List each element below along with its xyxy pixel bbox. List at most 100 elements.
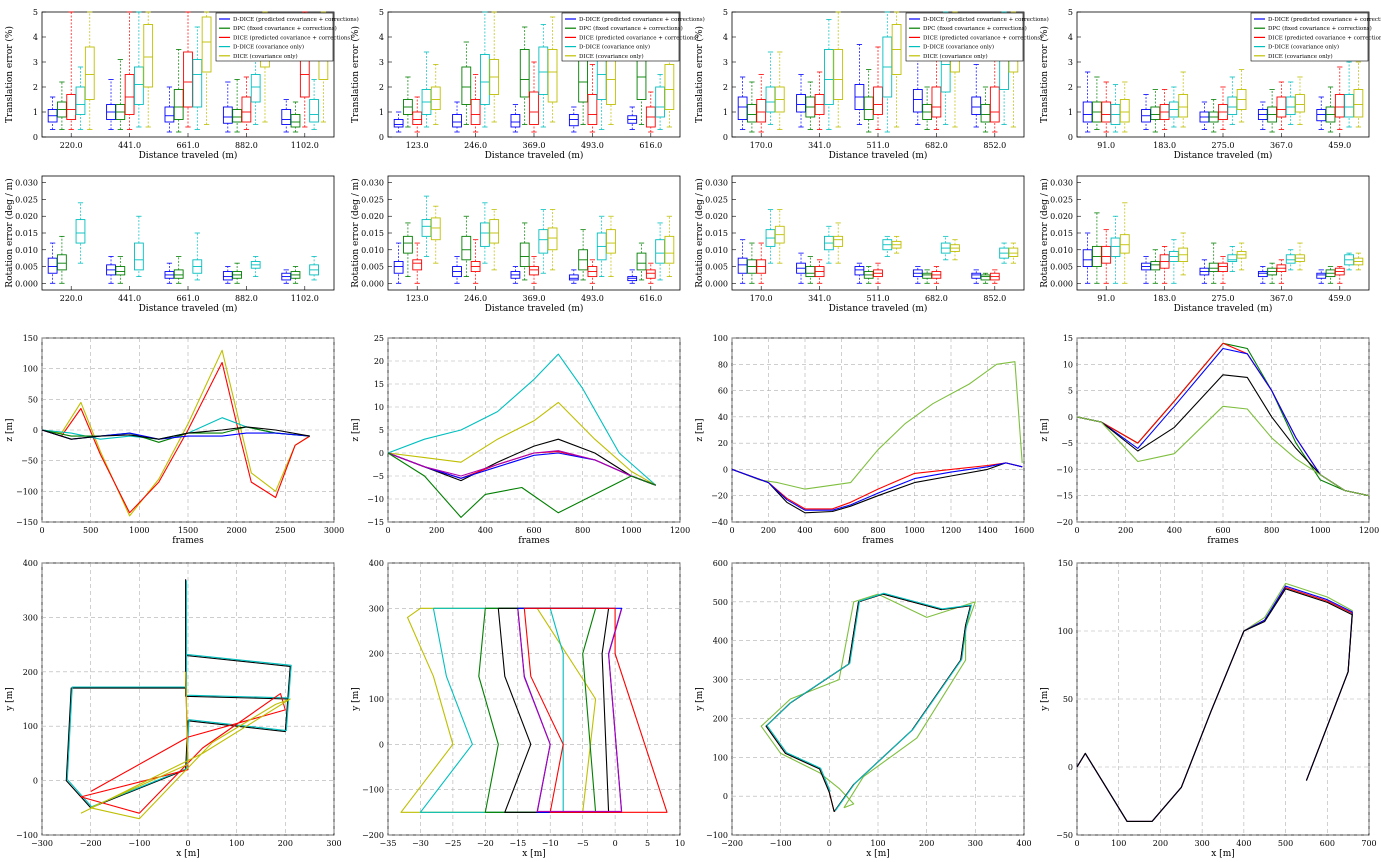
- box-mark: [1227, 76, 1238, 125]
- x-tick-label: 1102.0: [291, 294, 319, 303]
- box-mark: [489, 11, 500, 123]
- box-mark: [587, 259, 598, 284]
- series-line: [765, 593, 972, 813]
- x-tick-label: 5: [645, 839, 650, 848]
- box-mark: [596, 215, 607, 277]
- x-tick-label: 800: [870, 526, 885, 535]
- x-tick-label: 493.0: [581, 141, 604, 150]
- legend-label: D-DICE (predicted covariance + correctio…: [1268, 16, 1381, 23]
- y-tick-label: 300: [713, 676, 728, 685]
- box-mark: [1267, 262, 1277, 284]
- y-tick-label: 0.025: [705, 195, 728, 204]
- x-tick-label: 200: [919, 839, 934, 848]
- x-tick-label: 123.0: [406, 294, 429, 303]
- box-mark: [1008, 242, 1019, 264]
- box-mark: [774, 209, 785, 264]
- series-line: [400, 607, 597, 813]
- box-mark: [430, 205, 441, 264]
- x-tick-label: 246.0: [464, 294, 487, 303]
- legend-label: D-DICE (predicted covariance + correctio…: [923, 16, 1049, 23]
- chart-panel: 0 1 2 3 4 5 91.0 183.0 275.0 367.0 459.0 D-DICE (pr…: [1039, 8, 1381, 161]
- series-line: [1076, 586, 1353, 822]
- box-mark: [645, 262, 656, 284]
- x-tick-label: 0: [39, 526, 44, 535]
- series-line: [41, 426, 310, 440]
- box-mark: [547, 209, 558, 271]
- box-mark: [1257, 101, 1268, 130]
- box-mark: [971, 269, 982, 284]
- x-tick-label: 400: [1016, 839, 1031, 848]
- x-tick-label: 511.0: [867, 294, 890, 303]
- box-mark: [922, 86, 932, 130]
- series-line: [765, 593, 972, 813]
- y-tick-label: 0.015: [1050, 229, 1073, 238]
- series-line: [387, 438, 656, 486]
- x-tick-label: 400: [1167, 526, 1182, 535]
- series-line: [41, 349, 310, 517]
- box-mark: [143, 11, 154, 128]
- x-tick-label: 500: [1278, 839, 1293, 848]
- y-axis-label: Rotation error (deg / m): [694, 178, 705, 287]
- box-mark: [470, 74, 481, 133]
- box-mark: [645, 91, 656, 133]
- chart-panel: 0 1 2 3 4 5 220.0 441.0 661.0 882.0 1102.0 D-DICE (…: [4, 8, 359, 161]
- box-mark: [824, 225, 834, 264]
- y-tick-label: 100: [1058, 627, 1073, 636]
- y-tick-label: 0.010: [361, 246, 384, 255]
- box-mark: [1169, 86, 1179, 128]
- y-tick-label: 400: [369, 559, 384, 568]
- box-mark: [84, 11, 95, 130]
- y-tick-label: 300: [369, 604, 384, 613]
- box-mark: [814, 259, 825, 284]
- box-mark: [765, 51, 776, 125]
- x-tick-label: 511.0: [867, 141, 890, 150]
- x-tick-label: 369.0: [523, 141, 546, 150]
- box-mark: [529, 61, 539, 133]
- y-tick-label: 200: [713, 714, 728, 723]
- series-line: [731, 462, 1023, 510]
- x-axis-label: Distance traveled (m): [829, 303, 928, 314]
- series-line: [419, 607, 564, 813]
- x-tick-label: 616.0: [639, 294, 662, 303]
- y-tick-label: −5: [1061, 439, 1073, 448]
- x-tick-label: 682.0: [925, 294, 948, 303]
- series-line: [65, 579, 291, 809]
- y-tick-label: 0.025: [1050, 195, 1073, 204]
- box-mark: [863, 266, 874, 284]
- x-tick-label: 200: [278, 839, 293, 848]
- y-axis-label: y [m]: [5, 687, 15, 712]
- box-mark: [568, 269, 579, 284]
- legend-label: D-DICE (predicted covariance + correctio…: [579, 16, 705, 23]
- y-tick-label: 0: [1068, 763, 1073, 772]
- box-mark: [824, 19, 834, 130]
- box-mark: [57, 235, 67, 284]
- box-mark: [1169, 239, 1179, 284]
- box-mark: [863, 69, 874, 133]
- y-tick-label: 0.000: [705, 279, 728, 288]
- box-mark: [1082, 71, 1093, 133]
- series-line: [1076, 588, 1353, 822]
- y-tick-label: 300: [23, 613, 38, 622]
- x-tick-label: 0: [613, 839, 618, 848]
- box-mark: [1316, 96, 1327, 130]
- box-mark: [430, 64, 441, 125]
- y-tick-label: 2: [1068, 83, 1073, 92]
- y-tick-label: 15: [374, 380, 384, 389]
- box-mark: [1092, 212, 1102, 284]
- x-tick-label: 493.0: [581, 294, 604, 303]
- x-axis-label: Distance traveled (m): [139, 150, 238, 161]
- x-tick-label: −200: [721, 839, 743, 848]
- x-tick-label: 800: [1264, 526, 1279, 535]
- box-mark: [510, 104, 521, 133]
- x-tick-label: 91.0: [1097, 141, 1115, 150]
- series-line: [517, 607, 623, 813]
- box-mark: [183, 11, 193, 128]
- box-mark: [655, 222, 665, 281]
- box-mark: [1159, 246, 1170, 284]
- y-tick-label: 5: [1068, 8, 1073, 17]
- series-line: [731, 462, 1023, 511]
- y-tick-label: 5: [1068, 387, 1073, 396]
- y-tick-label: 150: [23, 334, 38, 343]
- box-mark: [66, 11, 77, 130]
- y-tick-label: −15: [367, 518, 384, 527]
